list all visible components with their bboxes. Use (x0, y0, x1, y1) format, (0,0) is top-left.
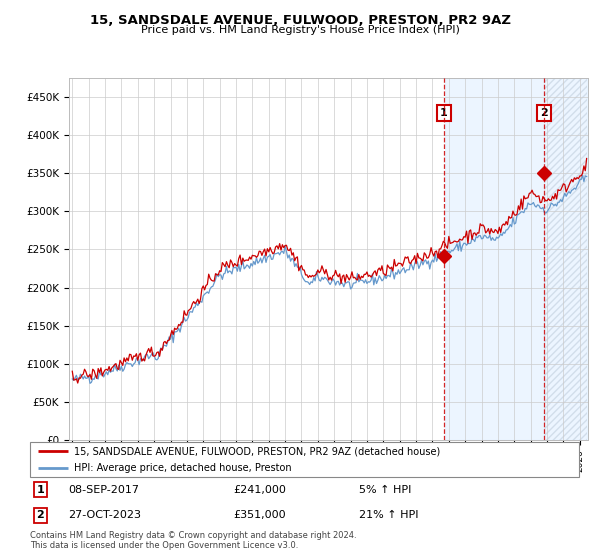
Text: 1: 1 (440, 108, 448, 118)
Text: 2: 2 (37, 510, 44, 520)
Text: 15, SANDSDALE AVENUE, FULWOOD, PRESTON, PR2 9AZ (detached house): 15, SANDSDALE AVENUE, FULWOOD, PRESTON, … (74, 446, 440, 456)
Text: HPI: Average price, detached house, Preston: HPI: Average price, detached house, Pres… (74, 464, 292, 473)
Text: Price paid vs. HM Land Registry's House Price Index (HPI): Price paid vs. HM Land Registry's House … (140, 25, 460, 35)
Text: 2: 2 (541, 108, 548, 118)
Text: Contains HM Land Registry data © Crown copyright and database right 2024.
This d: Contains HM Land Registry data © Crown c… (30, 531, 356, 550)
Text: 21% ↑ HPI: 21% ↑ HPI (359, 510, 419, 520)
Text: £241,000: £241,000 (233, 485, 286, 495)
Text: £351,000: £351,000 (233, 510, 286, 520)
Text: 5% ↑ HPI: 5% ↑ HPI (359, 485, 412, 495)
Text: 15, SANDSDALE AVENUE, FULWOOD, PRESTON, PR2 9AZ: 15, SANDSDALE AVENUE, FULWOOD, PRESTON, … (89, 14, 511, 27)
FancyBboxPatch shape (30, 442, 579, 477)
Text: 27-OCT-2023: 27-OCT-2023 (68, 510, 142, 520)
Text: 08-SEP-2017: 08-SEP-2017 (68, 485, 139, 495)
Text: 1: 1 (37, 485, 44, 495)
